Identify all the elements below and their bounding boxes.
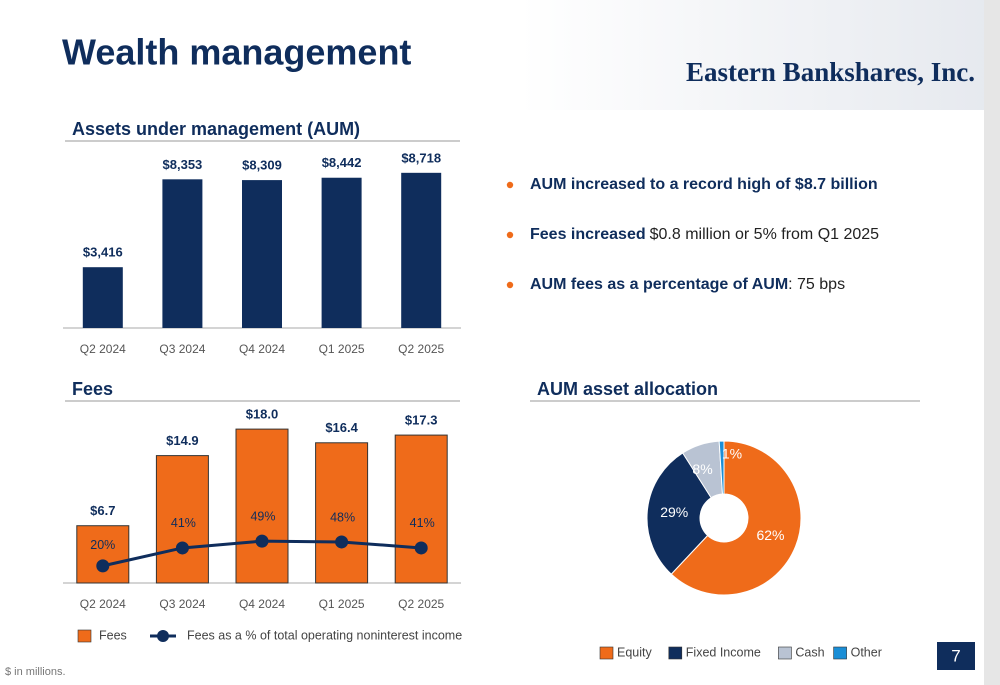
legend-label: Fees (99, 628, 127, 642)
bar (315, 442, 369, 584)
bar (162, 179, 203, 328)
section-title: Assets under management (AUM) (72, 119, 360, 139)
header-backdrop (520, 0, 1000, 110)
bullet-plain: $0.8 million or 5% from Q1 2025 (650, 226, 880, 243)
slice-label: 8% (692, 461, 712, 477)
bar-value-label: $8,309 (242, 158, 282, 173)
legend-swatch (833, 646, 847, 660)
line-point (414, 541, 428, 555)
bar (82, 267, 123, 328)
page-number-box (937, 642, 975, 670)
bar-value-label: $18.0 (246, 407, 279, 422)
bullet-bold: AUM increased to a record high of $8.7 b… (530, 176, 878, 193)
bullet-text: Fees increased $0.8 million or 5% from Q1… (530, 226, 879, 243)
slice-label: 29% (660, 504, 688, 520)
bar-value-label: $17.3 (405, 413, 438, 428)
bullet-text: AUM increased to a record high of $8.7 b… (530, 176, 878, 193)
line-point (335, 535, 349, 549)
line-point (255, 534, 269, 548)
bullet-plain: : 75 bps (788, 276, 845, 293)
slice-label: 1% (722, 446, 742, 462)
legend-label: Fixed Income (686, 645, 761, 659)
legend-swatch (668, 646, 683, 660)
bar (394, 434, 448, 584)
bar-value-label: $8,442 (322, 155, 362, 170)
bullet-bold: Fees increased (530, 226, 646, 243)
legend-swatch (77, 629, 92, 643)
bar (155, 455, 209, 584)
legend-swatch (599, 646, 614, 660)
bullet-text: AUM fees as a percentage of AUM: 75 bps (530, 276, 845, 293)
bullet-dot (506, 281, 514, 289)
line-point (175, 541, 189, 555)
x-tick-label: Q4 2024 (239, 597, 285, 611)
bullet-bold: AUM fees as a percentage of AUM (530, 276, 788, 293)
line-value-label: 41% (171, 516, 196, 530)
slice-label: 62% (756, 527, 784, 543)
bullet-dot (506, 231, 514, 239)
bar-value-label: $3,416 (83, 245, 123, 260)
pie-slice (646, 452, 712, 575)
line-value-label: 20% (90, 538, 115, 552)
logo: Eastern Bankshares, Inc. (686, 57, 975, 87)
legend-label: Equity (617, 645, 652, 659)
footnote: $ in millions. (5, 666, 66, 678)
line-value-label: 48% (330, 510, 355, 524)
bar (242, 180, 282, 328)
x-tick-label: Q2 2024 (80, 597, 126, 611)
bar-value-label: $16.4 (325, 420, 358, 435)
line-value-label: 49% (250, 509, 275, 523)
page-number: 7 (951, 646, 960, 665)
legend-label: Other (851, 645, 882, 659)
section-title: Fees (72, 379, 113, 399)
bar (76, 525, 130, 584)
bar (401, 172, 442, 328)
legend-swatch-dot (157, 630, 169, 642)
x-tick-label: Q2 2025 (398, 597, 444, 611)
legend-label: Fees as a % of total operating nonintere… (187, 628, 462, 642)
bar-value-label: $6.7 (90, 503, 115, 518)
x-tick-label: Q4 2024 (239, 342, 285, 356)
slide-title: Wealth management (62, 32, 411, 73)
x-tick-label: Q1 2025 (319, 597, 365, 611)
line-point (96, 559, 110, 573)
bullets: AUM increased to a record high of $8.7 b… (506, 176, 879, 293)
line-value-label: 41% (410, 516, 435, 530)
x-tick-label: Q2 2024 (80, 342, 126, 356)
x-tick-label: Q3 2024 (159, 597, 205, 611)
legend-swatch (778, 646, 792, 660)
pie-slice (718, 440, 725, 495)
side-strip (984, 0, 1000, 685)
x-tick-label: Q1 2025 (319, 342, 365, 356)
bar-value-label: $14.9 (166, 433, 199, 448)
x-tick-label: Q2 2025 (398, 342, 444, 356)
x-tick-label: Q3 2024 (159, 342, 205, 356)
bar (321, 177, 362, 328)
bar-value-label: $8,353 (163, 157, 203, 172)
legend-label: Cash (795, 645, 824, 659)
bar-value-label: $8,718 (401, 150, 441, 165)
bullet-dot (506, 181, 514, 189)
bar (235, 428, 289, 584)
section-title: AUM asset allocation (537, 379, 718, 399)
pie-slice (670, 440, 802, 596)
